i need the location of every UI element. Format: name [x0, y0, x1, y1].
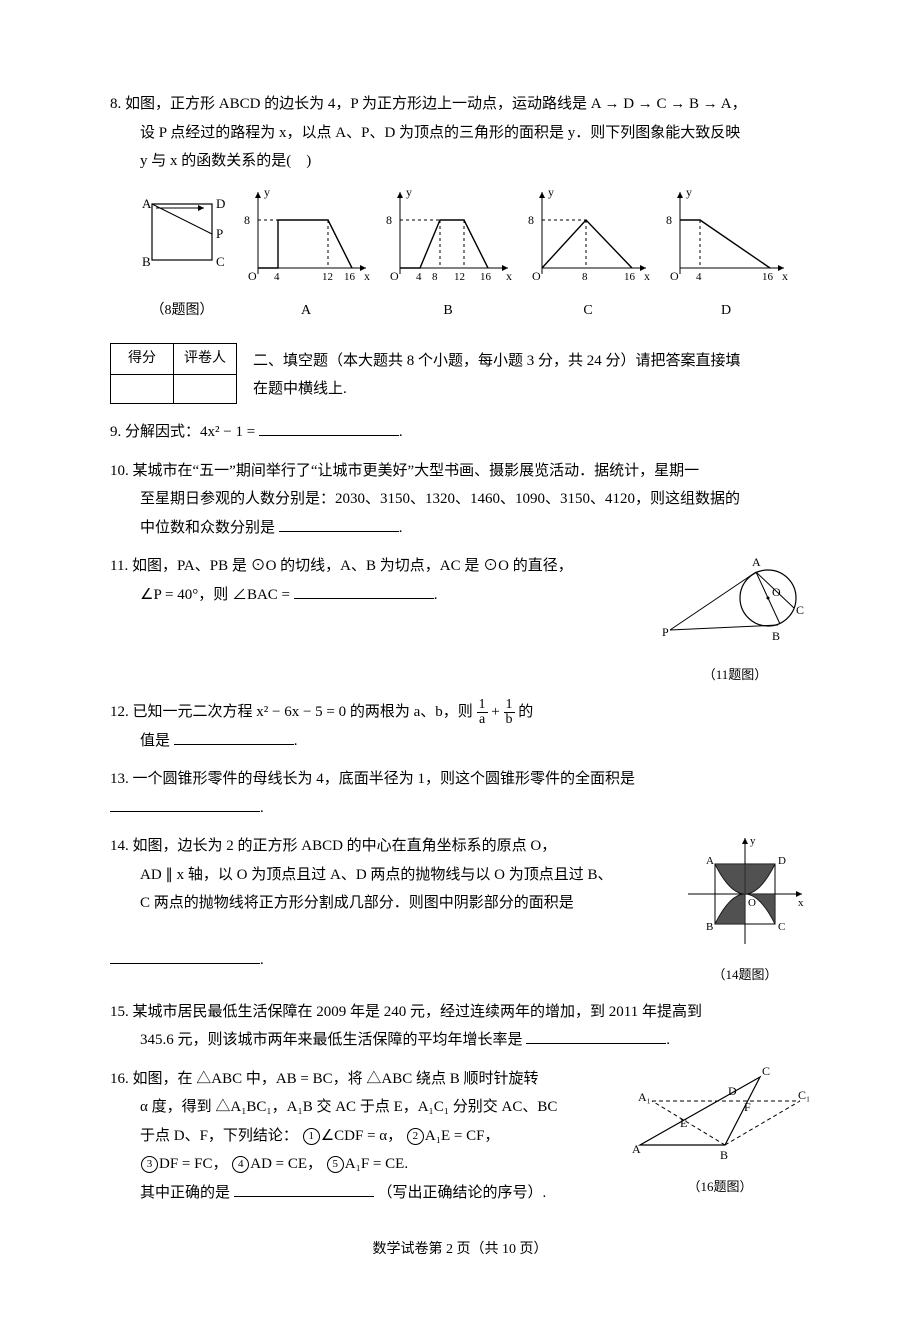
svg-text:B: B — [706, 921, 713, 933]
svg-text:8: 8 — [386, 213, 392, 227]
svg-text:O: O — [670, 269, 679, 283]
blank — [279, 516, 399, 532]
circled-2: 2 — [407, 1128, 424, 1145]
blank — [259, 420, 399, 436]
svg-text:P: P — [216, 226, 223, 241]
circled-1: 1 — [303, 1128, 320, 1145]
svg-text:O: O — [248, 269, 257, 283]
svg-text:A: A — [706, 855, 714, 867]
svg-text:B: B — [142, 254, 151, 269]
blank — [110, 796, 260, 812]
question-13: 13. 一个圆锥形零件的母线长为 4，底面半径为 1，则这个圆锥形零件的全面积是… — [110, 765, 810, 822]
svg-text:C: C — [216, 254, 225, 269]
q8-square-fig: A D B C P （8题图） — [134, 194, 230, 325]
blank — [234, 1181, 374, 1197]
svg-text:4: 4 — [696, 271, 702, 283]
question-9: 9. 分解因式：4x² − 1 = . — [110, 418, 810, 447]
svg-text:B: B — [720, 1148, 728, 1162]
svg-text:C: C — [796, 603, 804, 617]
question-16: A B C A₁ C₁ D E F （16题图） 16. 如图，在 △ABC 中… — [110, 1065, 810, 1208]
blank — [110, 948, 260, 964]
frac-1a: 1a — [477, 698, 488, 727]
question-15: 15. 某城市居民最低生活保障在 2009 年是 240 元，经过连续两年的增加… — [110, 998, 810, 1055]
svg-text:O: O — [532, 269, 541, 283]
section2-header: 得分 评卷人 二、填空题（本大题共 8 个小题，每小题 3 分，共 24 分）请… — [110, 343, 810, 405]
svg-text:C: C — [762, 1065, 770, 1078]
circled-3: 3 — [141, 1156, 158, 1173]
section2-title: 二、填空题（本大题共 8 个小题，每小题 3 分，共 24 分）请把答案直接填 … — [253, 343, 741, 404]
q8-option-b: x y O 8 4 8 12 16 B — [382, 186, 514, 325]
svg-text:F: F — [744, 1100, 751, 1114]
svg-text:D: D — [778, 855, 786, 867]
svg-text:8: 8 — [528, 213, 534, 227]
svg-text:x: x — [506, 269, 512, 283]
blank — [174, 729, 294, 745]
svg-text:y: y — [264, 186, 270, 199]
score-table: 得分 评卷人 — [110, 343, 237, 405]
q16-figure: A B C A₁ C₁ D E F （16题图） — [630, 1065, 810, 1200]
q8-line3: y 与 x 的函数关系的是( ) — [110, 153, 311, 169]
q8-option-d: x y O 8 4 16 D — [662, 186, 790, 325]
svg-text:A₁: A₁ — [638, 1090, 651, 1104]
svg-text:y: y — [750, 835, 756, 847]
svg-text:16: 16 — [480, 271, 492, 283]
frac-1b: 1b — [504, 698, 515, 727]
svg-text:O: O — [748, 897, 756, 909]
question-14: A D B C O x y （14题图） 14. 如图，边长为 2 的正方形 A… — [110, 832, 810, 987]
question-8: 8. 如图，正方形 ABCD 的边长为 4，P 为正方形边上一动点，运动路线是 … — [110, 90, 810, 176]
q8-figures: A D B C P （8题图） x y O 8 4 — [134, 186, 810, 325]
svg-text:y: y — [548, 186, 554, 199]
svg-text:x: x — [782, 269, 788, 283]
svg-text:x: x — [644, 269, 650, 283]
svg-text:12: 12 — [322, 271, 333, 283]
question-12: 12. 已知一元二次方程 x² − 6x − 5 = 0 的两根为 a、b，则 … — [110, 698, 810, 756]
svg-text:12: 12 — [454, 271, 465, 283]
svg-text:B: B — [772, 629, 780, 643]
q8-option-a: x y O 8 4 12 16 A — [240, 186, 372, 325]
svg-text:4: 4 — [274, 271, 280, 283]
svg-text:8: 8 — [244, 213, 250, 227]
svg-text:y: y — [406, 186, 412, 199]
svg-text:16: 16 — [762, 271, 774, 283]
svg-text:x: x — [364, 269, 370, 283]
svg-text:C: C — [778, 921, 785, 933]
q14-figure: A D B C O x y （14题图） — [680, 832, 810, 987]
svg-text:A: A — [142, 196, 152, 211]
svg-text:D: D — [728, 1084, 737, 1098]
circled-5: 5 — [327, 1156, 344, 1173]
svg-text:A: A — [632, 1142, 641, 1156]
svg-text:P: P — [662, 625, 669, 639]
blank — [526, 1028, 666, 1044]
blank — [294, 583, 434, 599]
svg-text:8: 8 — [432, 271, 438, 283]
svg-text:O: O — [772, 585, 781, 599]
svg-text:C₁: C₁ — [798, 1088, 810, 1102]
score-col-right: 评卷人 — [174, 343, 237, 375]
q8-option-c: x y O 8 8 16 C — [524, 186, 652, 325]
svg-text:16: 16 — [344, 271, 356, 283]
q8-line2: 设 P 点经过的路程为 x，以点 A、P、D 为顶点的三角形的面积是 y．则下列… — [110, 125, 740, 141]
svg-text:E: E — [680, 1116, 687, 1130]
q11-figure: P A B C O （11题图） — [660, 552, 810, 687]
svg-text:y: y — [686, 186, 692, 199]
question-10: 10. 某城市在“五一”期间举行了“让城市更美好”大型书画、摄影展览活动．据统计… — [110, 457, 810, 543]
q8-square-caption: （8题图） — [134, 298, 230, 325]
svg-text:A: A — [752, 555, 761, 569]
svg-text:8: 8 — [582, 271, 588, 283]
svg-text:8: 8 — [666, 213, 672, 227]
svg-text:16: 16 — [624, 271, 636, 283]
page-footer: 数学试卷第 2 页（共 10 页） — [110, 1237, 810, 1264]
svg-text:x: x — [798, 897, 804, 909]
score-col-left: 得分 — [111, 343, 174, 375]
q8-num: 8. — [110, 96, 121, 112]
svg-text:O: O — [390, 269, 399, 283]
question-11: P A B C O （11题图） 11. 如图，PA、PB 是 ⊙O 的切线，A… — [110, 552, 810, 687]
circled-4: 4 — [232, 1156, 249, 1173]
svg-text:D: D — [216, 196, 225, 211]
svg-text:4: 4 — [416, 271, 422, 283]
q8-line1: 如图，正方形 ABCD 的边长为 4，P 为正方形边上一动点，运动路线是 A →… — [125, 96, 747, 112]
